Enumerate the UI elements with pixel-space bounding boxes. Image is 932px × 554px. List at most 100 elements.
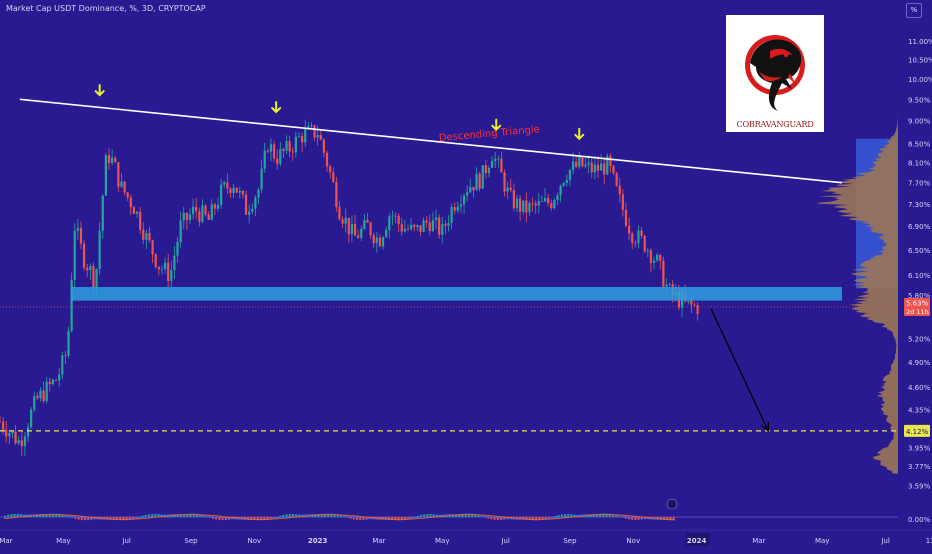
percent-scale-button[interactable]: % — [906, 3, 922, 18]
candle-body — [139, 211, 142, 230]
macd-histogram-bar — [119, 517, 122, 521]
candle-body — [403, 228, 406, 232]
macd-histogram-bar — [352, 517, 355, 520]
price-tick-label: 4.60% — [908, 384, 931, 392]
candle-body — [79, 227, 83, 244]
macd-histogram-bar — [343, 516, 346, 518]
macd-histogram-bar — [205, 516, 208, 518]
candle-body — [372, 235, 375, 244]
macd-histogram-bar — [84, 517, 86, 521]
macd-histogram-bar — [458, 514, 461, 517]
candle-body — [640, 230, 643, 236]
macd-histogram-bar — [279, 515, 282, 517]
chart-title: Market Cap USDT Dominance, %, 3D, CRYPTO… — [6, 4, 206, 13]
macd-histogram-bar — [340, 515, 342, 517]
macd-histogram-bar — [330, 513, 333, 517]
target-price-value: 4.12% — [906, 428, 929, 436]
macd-histogram-bar — [215, 517, 218, 520]
macd-histogram-bar — [672, 517, 675, 521]
time-axis[interactable]: Mar May Jul Sep Nov 2023 Mar May Jul Sep Nov 2024 Ma… — [0, 529, 932, 546]
support-zone — [70, 287, 842, 301]
candle-body — [132, 207, 136, 214]
macd-histogram-bar — [394, 517, 397, 521]
candle-body — [434, 217, 438, 221]
candle-body — [223, 182, 226, 185]
macd-histogram-bar — [135, 517, 138, 518]
candle-body — [160, 269, 164, 271]
macd-histogram-bar — [116, 517, 118, 520]
candle-body — [329, 166, 332, 173]
price-axis[interactable]: 11.00% 10.50% 10.00% 9.50% 9.00% 8.50% 8.10% 7.… — [898, 0, 932, 550]
candle-body — [338, 207, 341, 220]
time-tick-label: Mar — [752, 537, 765, 545]
price-tick-label: 6.10% — [908, 272, 931, 280]
macd-histogram-bar — [564, 514, 566, 517]
price-tick-label: 10.00% — [908, 76, 932, 84]
candle-body — [157, 266, 160, 270]
candle-body — [509, 187, 512, 191]
macd-histogram-bar — [416, 515, 419, 517]
candle-body — [301, 136, 304, 143]
macd-histogram-bar — [628, 517, 630, 520]
candle-body — [397, 215, 400, 225]
candle-body — [603, 163, 606, 175]
macd-histogram-bar — [253, 517, 256, 520]
macd-histogram-bar — [93, 517, 96, 520]
macd-histogram-bar — [80, 517, 83, 521]
candle-body — [534, 203, 537, 206]
candle-body — [95, 269, 98, 288]
candle-body — [235, 187, 238, 193]
candle-body — [244, 194, 248, 215]
candle-body — [559, 185, 562, 196]
candle-body — [195, 206, 198, 212]
macd-histogram-bar — [660, 517, 662, 520]
candle-body — [313, 125, 316, 138]
macd-histogram-bar — [122, 517, 125, 521]
macd-histogram-bar — [125, 517, 128, 521]
macd-histogram-bar — [260, 517, 262, 521]
candle-body — [375, 237, 378, 244]
macd-histogram-bar — [404, 517, 406, 520]
candle-body — [378, 237, 382, 247]
candle-body — [182, 212, 185, 221]
candle-body — [578, 156, 581, 167]
candle-body — [665, 284, 668, 287]
candle-body — [64, 355, 67, 356]
price-tick-label: 7.70% — [908, 180, 931, 188]
macd-histogram-bar — [669, 517, 672, 521]
projection-arrow-head — [760, 421, 769, 433]
macd-histogram-bar — [71, 517, 74, 518]
time-tick-label: 13 — [926, 537, 932, 545]
candle-body — [410, 224, 413, 230]
macd-histogram-bar — [32, 515, 35, 517]
time-tick-label: 2023 — [308, 537, 328, 545]
macd-histogram-bar — [324, 513, 326, 517]
candle-body — [556, 195, 559, 200]
macd-histogram-bar — [378, 517, 381, 519]
macd-histogram-bar — [500, 517, 502, 520]
candle-body — [587, 162, 590, 165]
macd-histogram-bar — [608, 513, 611, 517]
macd-histogram-bar — [532, 517, 534, 521]
time-tick-label: Mar — [0, 537, 13, 545]
macd-histogram-bar — [186, 513, 189, 517]
macd-histogram-bar — [605, 513, 608, 517]
macd-histogram-bar — [308, 515, 310, 517]
candle-body — [456, 206, 459, 211]
candle-body — [20, 440, 23, 447]
macd-histogram-bar — [16, 513, 19, 517]
macd-histogram-bar — [154, 513, 157, 517]
candle-body — [500, 158, 503, 173]
candle-body — [104, 155, 107, 196]
candle-body — [179, 220, 182, 242]
volume-profile — [817, 112, 898, 474]
macd-histogram-bar — [516, 517, 518, 519]
down-arrow-marker — [94, 84, 105, 97]
time-tick-label: 2024 — [687, 537, 707, 545]
macd-histogram-bar — [64, 515, 67, 517]
macd-histogram-bar — [557, 515, 560, 517]
candle-body — [316, 134, 319, 138]
candle-body — [14, 431, 17, 444]
macd-histogram-bar — [528, 517, 531, 520]
